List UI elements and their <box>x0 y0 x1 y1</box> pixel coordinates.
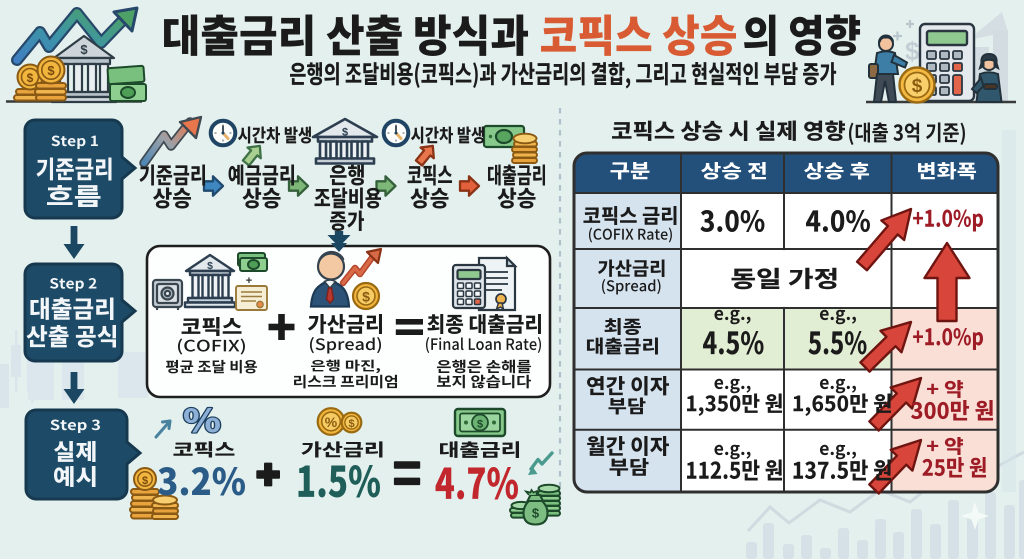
svg-text:$: $ <box>905 36 920 66</box>
svg-text:$: $ <box>207 260 213 272</box>
svg-text:$: $ <box>912 76 923 97</box>
svg-text:$: $ <box>80 42 88 57</box>
svg-text:%: % <box>325 414 338 430</box>
svg-text:$: $ <box>342 127 348 139</box>
svg-text:$: $ <box>477 419 483 431</box>
svg-text:+: + <box>246 275 252 287</box>
svg-text:$: $ <box>27 71 34 85</box>
svg-text:$: $ <box>532 506 540 521</box>
svg-text:$: $ <box>348 418 354 430</box>
svg-text:$: $ <box>362 289 370 305</box>
svg-text:$: $ <box>142 475 148 487</box>
svg-text:$: $ <box>47 63 55 78</box>
